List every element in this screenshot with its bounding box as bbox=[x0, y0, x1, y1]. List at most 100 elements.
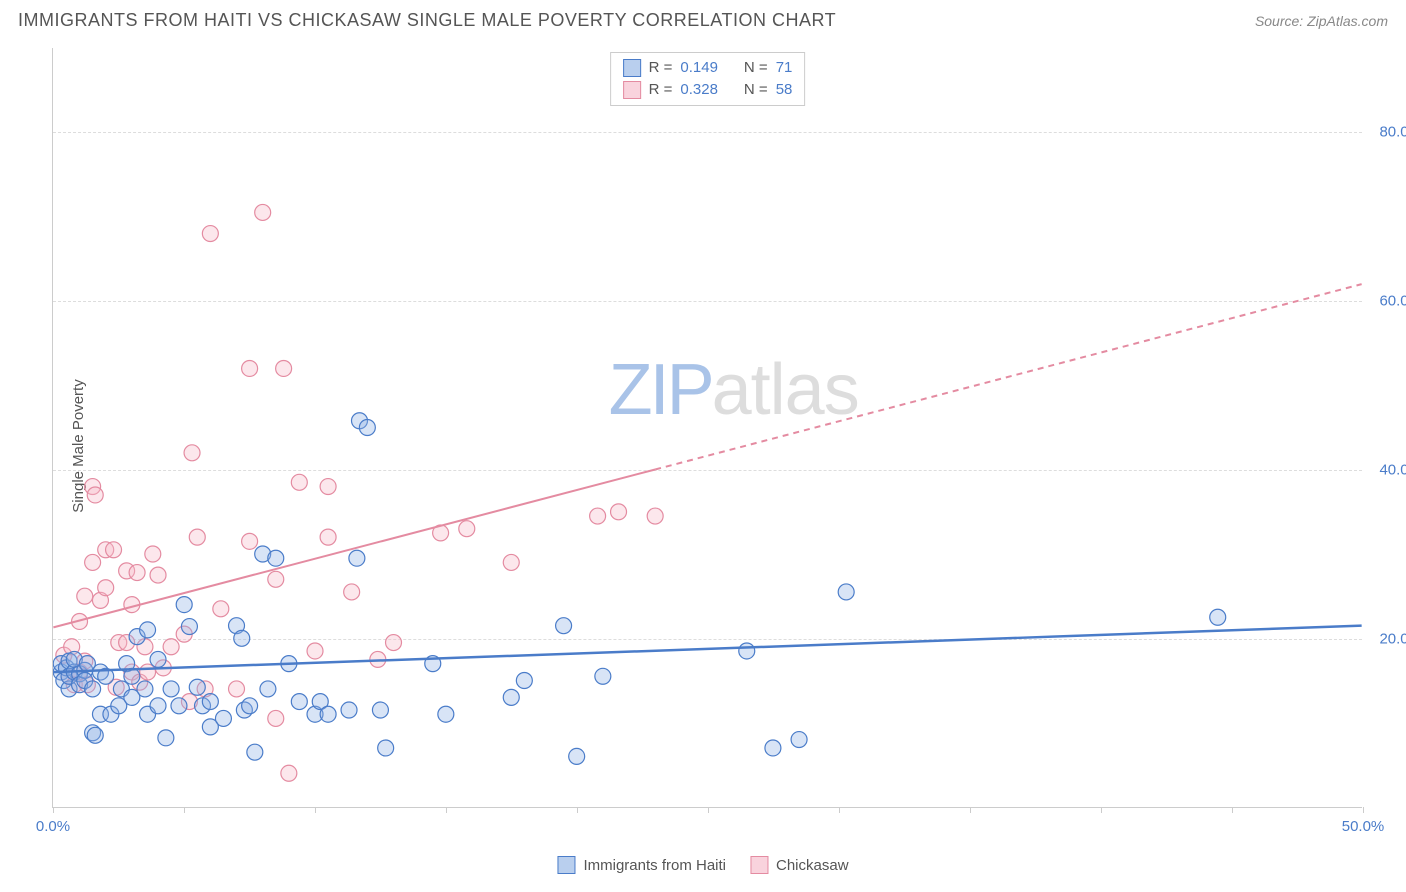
data-point bbox=[184, 445, 200, 461]
x-tick bbox=[1363, 807, 1364, 813]
data-point bbox=[85, 681, 101, 697]
data-point bbox=[739, 643, 755, 659]
data-point bbox=[1210, 609, 1226, 625]
data-point bbox=[171, 698, 187, 714]
x-tick-label: 50.0% bbox=[1342, 818, 1385, 835]
data-point bbox=[281, 765, 297, 781]
data-point bbox=[765, 740, 781, 756]
data-point bbox=[129, 565, 145, 581]
data-point bbox=[242, 698, 258, 714]
swatch-chickasaw-icon bbox=[750, 856, 768, 874]
data-point bbox=[150, 567, 166, 583]
x-tick bbox=[970, 807, 971, 813]
data-point bbox=[386, 635, 402, 651]
data-point bbox=[140, 622, 156, 638]
data-point bbox=[176, 597, 192, 613]
scatter-svg bbox=[53, 48, 1362, 807]
data-point bbox=[438, 706, 454, 722]
data-point bbox=[229, 681, 245, 697]
data-point bbox=[163, 681, 179, 697]
data-point bbox=[213, 601, 229, 617]
data-point bbox=[242, 360, 258, 376]
x-tick bbox=[315, 807, 316, 813]
data-point bbox=[556, 618, 572, 634]
data-point bbox=[378, 740, 394, 756]
x-tick-label: 0.0% bbox=[36, 818, 70, 835]
x-tick bbox=[1101, 807, 1102, 813]
data-point bbox=[320, 479, 336, 495]
data-point bbox=[359, 420, 375, 436]
data-point bbox=[516, 673, 532, 689]
data-point bbox=[320, 706, 336, 722]
legend-series: Immigrants from Haiti Chickasaw bbox=[557, 856, 848, 874]
data-point bbox=[611, 504, 627, 520]
chart-title: IMMIGRANTS FROM HAITI VS CHICKASAW SINGL… bbox=[18, 10, 836, 31]
data-point bbox=[202, 694, 218, 710]
data-point bbox=[87, 727, 103, 743]
x-tick bbox=[53, 807, 54, 813]
data-point bbox=[291, 694, 307, 710]
data-point bbox=[838, 584, 854, 600]
data-point bbox=[77, 588, 93, 604]
data-point bbox=[341, 702, 357, 718]
x-tick bbox=[446, 807, 447, 813]
data-point bbox=[150, 651, 166, 667]
y-tick-label: 60.0% bbox=[1379, 293, 1406, 310]
data-point bbox=[268, 550, 284, 566]
chart-plot-area: ZIPatlas R = 0.149 N = 71 R = 0.328 N = … bbox=[52, 48, 1362, 808]
data-point bbox=[242, 533, 258, 549]
data-point bbox=[234, 630, 250, 646]
data-point bbox=[150, 698, 166, 714]
data-point bbox=[137, 681, 153, 697]
data-point bbox=[202, 226, 218, 242]
data-point bbox=[255, 204, 271, 220]
data-point bbox=[189, 529, 205, 545]
data-point bbox=[791, 732, 807, 748]
legend-stats-row-haiti: R = 0.149 N = 71 bbox=[623, 57, 793, 79]
legend-item-chickasaw: Chickasaw bbox=[750, 856, 849, 874]
data-point bbox=[158, 730, 174, 746]
x-tick bbox=[1232, 807, 1233, 813]
data-point bbox=[590, 508, 606, 524]
data-point bbox=[106, 542, 122, 558]
legend-item-haiti: Immigrants from Haiti bbox=[557, 856, 726, 874]
data-point bbox=[268, 571, 284, 587]
data-point bbox=[268, 710, 284, 726]
chart-source: Source: ZipAtlas.com bbox=[1255, 13, 1388, 29]
trend-line bbox=[53, 626, 1361, 672]
swatch-haiti-icon bbox=[623, 59, 641, 77]
data-point bbox=[87, 487, 103, 503]
data-point bbox=[189, 679, 205, 695]
trend-line-dashed bbox=[655, 284, 1361, 469]
legend-stats-row-chickasaw: R = 0.328 N = 58 bbox=[623, 79, 793, 101]
data-point bbox=[181, 619, 197, 635]
data-point bbox=[307, 643, 323, 659]
data-point bbox=[215, 710, 231, 726]
data-point bbox=[98, 580, 114, 596]
data-point bbox=[595, 668, 611, 684]
data-point bbox=[503, 554, 519, 570]
data-point bbox=[459, 521, 475, 537]
data-point bbox=[503, 689, 519, 705]
y-tick-label: 40.0% bbox=[1379, 462, 1406, 479]
data-point bbox=[276, 360, 292, 376]
data-point bbox=[569, 748, 585, 764]
data-point bbox=[320, 529, 336, 545]
data-point bbox=[349, 550, 365, 566]
data-point bbox=[647, 508, 663, 524]
data-point bbox=[291, 474, 307, 490]
y-tick-label: 20.0% bbox=[1379, 631, 1406, 648]
data-point bbox=[163, 639, 179, 655]
x-tick bbox=[708, 807, 709, 813]
data-point bbox=[85, 554, 101, 570]
data-point bbox=[145, 546, 161, 562]
swatch-haiti-icon bbox=[557, 856, 575, 874]
swatch-chickasaw-icon bbox=[623, 81, 641, 99]
data-point bbox=[247, 744, 263, 760]
x-tick bbox=[184, 807, 185, 813]
x-tick bbox=[577, 807, 578, 813]
data-point bbox=[372, 702, 388, 718]
legend-stats: R = 0.149 N = 71 R = 0.328 N = 58 bbox=[610, 52, 806, 106]
x-tick bbox=[839, 807, 840, 813]
data-point bbox=[344, 584, 360, 600]
